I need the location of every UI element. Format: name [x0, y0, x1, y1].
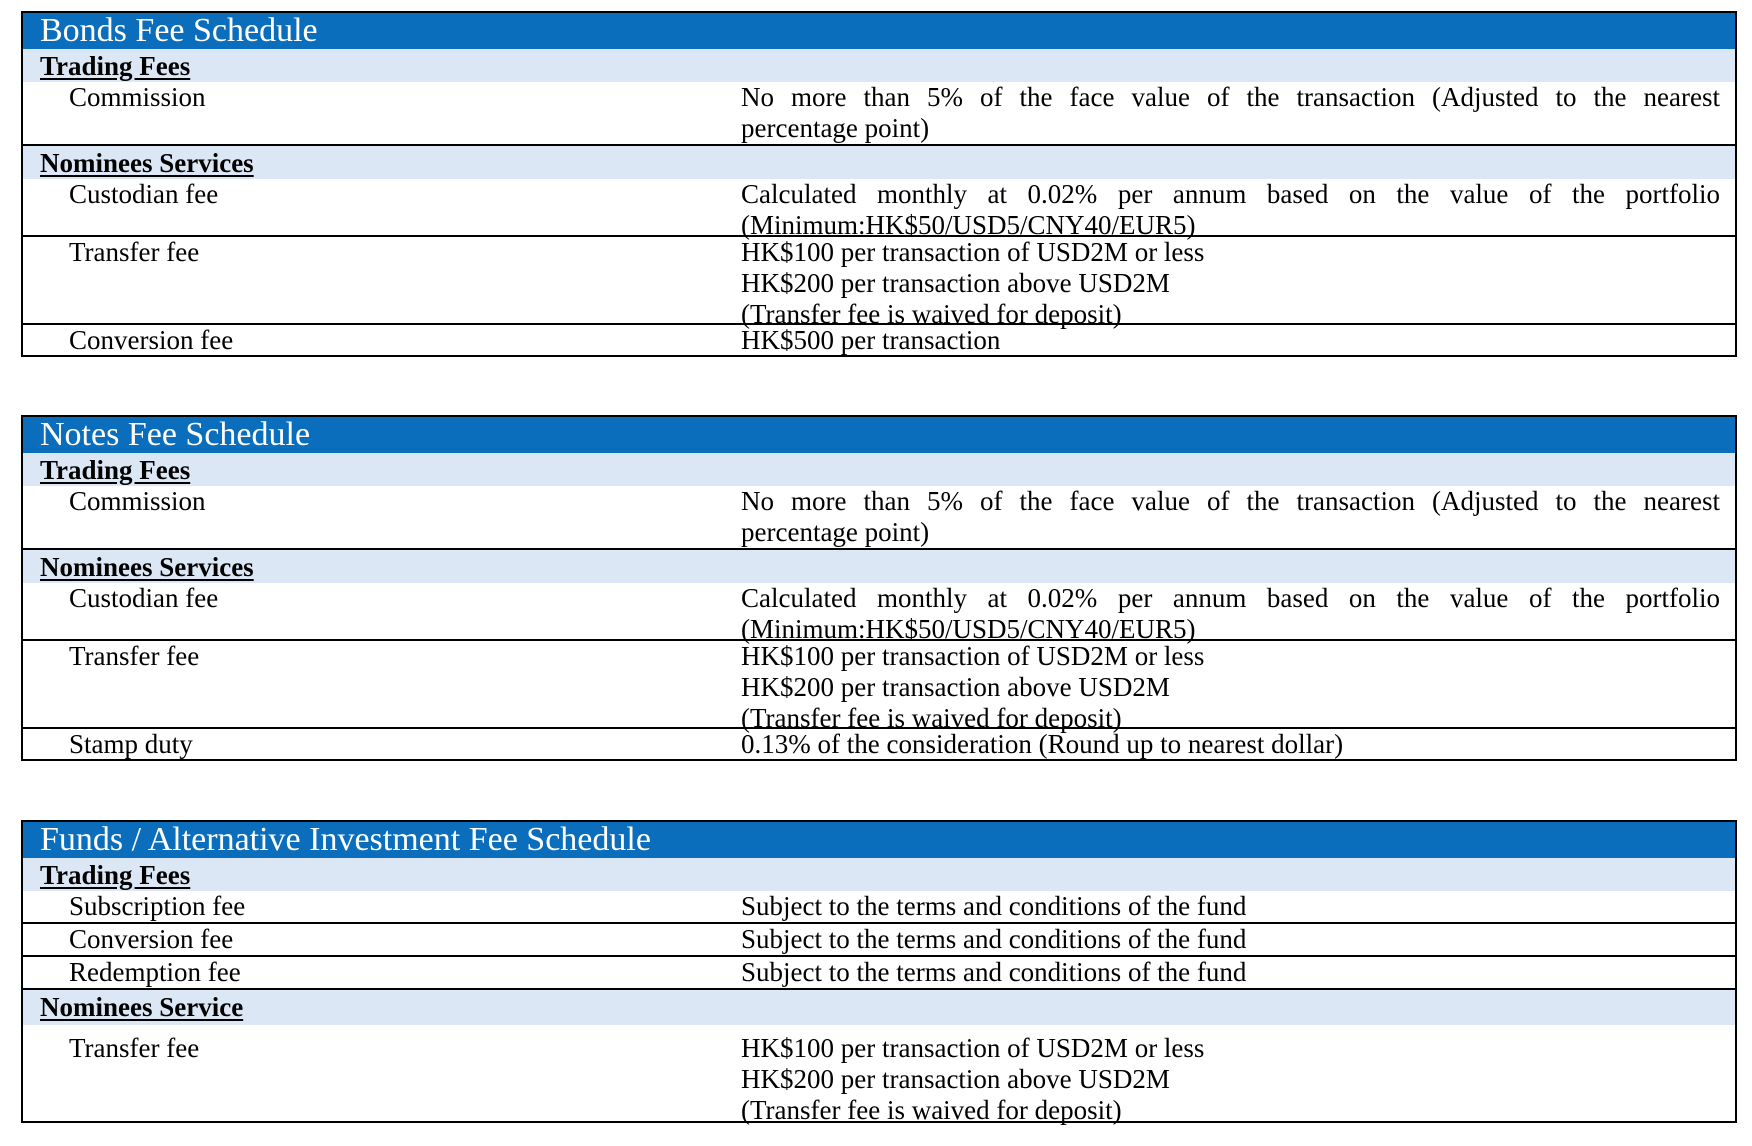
- fee-label: Stamp duty: [69, 729, 193, 759]
- fee-row-commission: Commission No more than 5% of the face v…: [23, 486, 1735, 548]
- bonds-fee-schedule: Bonds Fee Schedule Trading Fees Commissi…: [21, 11, 1737, 357]
- fee-label: Conversion fee: [69, 924, 234, 954]
- section-header-trading-fees: Trading Fees: [23, 453, 1735, 486]
- fee-row-custodian: Custodian fee Calculated monthly at 0.02…: [23, 179, 1735, 240]
- fee-label: Redemption fee: [69, 957, 241, 987]
- fee-value: Calculated monthly at 0.02% per annum ba…: [741, 583, 1720, 644]
- fee-row-conversion: Conversion fee HK$500 per transaction: [23, 323, 1735, 355]
- notes-fee-schedule: Notes Fee Schedule Trading Fees Commissi…: [21, 415, 1737, 761]
- section-row-nominees: Nominees Services: [23, 144, 1735, 179]
- schedule-title: Bonds Fee Schedule: [23, 13, 1735, 49]
- fee-value: HK$500 per transaction: [741, 325, 1001, 355]
- section-header-nominees-services: Nominees Services: [23, 146, 1735, 179]
- fee-value: Subject to the terms and conditions of t…: [741, 957, 1247, 987]
- fee-value: No more than 5% of the face value of the…: [741, 82, 1720, 143]
- fee-label: Custodian fee: [69, 179, 219, 209]
- fee-label: Commission: [69, 486, 206, 516]
- section-header-nominees-services: Nominees Services: [23, 550, 1735, 583]
- section-row-nominees: Nominees Service: [23, 988, 1735, 1025]
- fee-label: Subscription fee: [69, 891, 246, 921]
- fee-row-transfer: Transfer fee HK$100 per transaction of U…: [23, 1025, 1735, 1125]
- fee-label: Transfer fee: [69, 641, 200, 671]
- fee-row-custodian: Custodian fee Calculated monthly at 0.02…: [23, 583, 1735, 644]
- fee-row-transfer: Transfer fee HK$100 per transaction of U…: [23, 639, 1735, 733]
- schedule-title: Notes Fee Schedule: [23, 417, 1735, 453]
- schedule-title: Funds / Alternative Investment Fee Sched…: [23, 822, 1735, 858]
- fee-row-transfer: Transfer fee HK$100 per transaction of U…: [23, 235, 1735, 329]
- fee-value: HK$100 per transaction of USD2M or less …: [741, 237, 1205, 329]
- fee-value: HK$100 per transaction of USD2M or less …: [741, 641, 1205, 733]
- fee-label: Custodian fee: [69, 583, 219, 613]
- funds-fee-schedule: Funds / Alternative Investment Fee Sched…: [21, 820, 1737, 1125]
- section-header-nominees-service: Nominees Service: [23, 990, 1735, 1025]
- fee-label: Conversion fee: [69, 325, 234, 355]
- fee-label: Transfer fee: [69, 237, 200, 267]
- fee-label: Transfer fee: [69, 1033, 200, 1063]
- fee-value: Calculated monthly at 0.02% per annum ba…: [741, 179, 1720, 240]
- section-header-trading-fees: Trading Fees: [23, 49, 1735, 82]
- fee-row-commission: Commission No more than 5% of the face v…: [23, 82, 1735, 144]
- fee-value: No more than 5% of the face value of the…: [741, 486, 1720, 547]
- section-header-trading-fees: Trading Fees: [23, 858, 1735, 891]
- fee-row-conversion: Conversion fee Subject to the terms and …: [23, 922, 1735, 955]
- fee-row-redemption: Redemption fee Subject to the terms and …: [23, 955, 1735, 988]
- fee-row-stamp-duty: Stamp duty 0.13% of the consideration (R…: [23, 727, 1735, 759]
- fee-value: HK$100 per transaction of USD2M or less …: [741, 1033, 1205, 1125]
- fee-value: 0.13% of the consideration (Round up to …: [741, 729, 1344, 759]
- section-row-nominees: Nominees Services: [23, 548, 1735, 583]
- fee-value: Subject to the terms and conditions of t…: [741, 924, 1247, 954]
- fee-row-subscription: Subscription fee Subject to the terms an…: [23, 891, 1735, 922]
- fee-label: Commission: [69, 82, 206, 112]
- fee-value: Subject to the terms and conditions of t…: [741, 891, 1247, 921]
